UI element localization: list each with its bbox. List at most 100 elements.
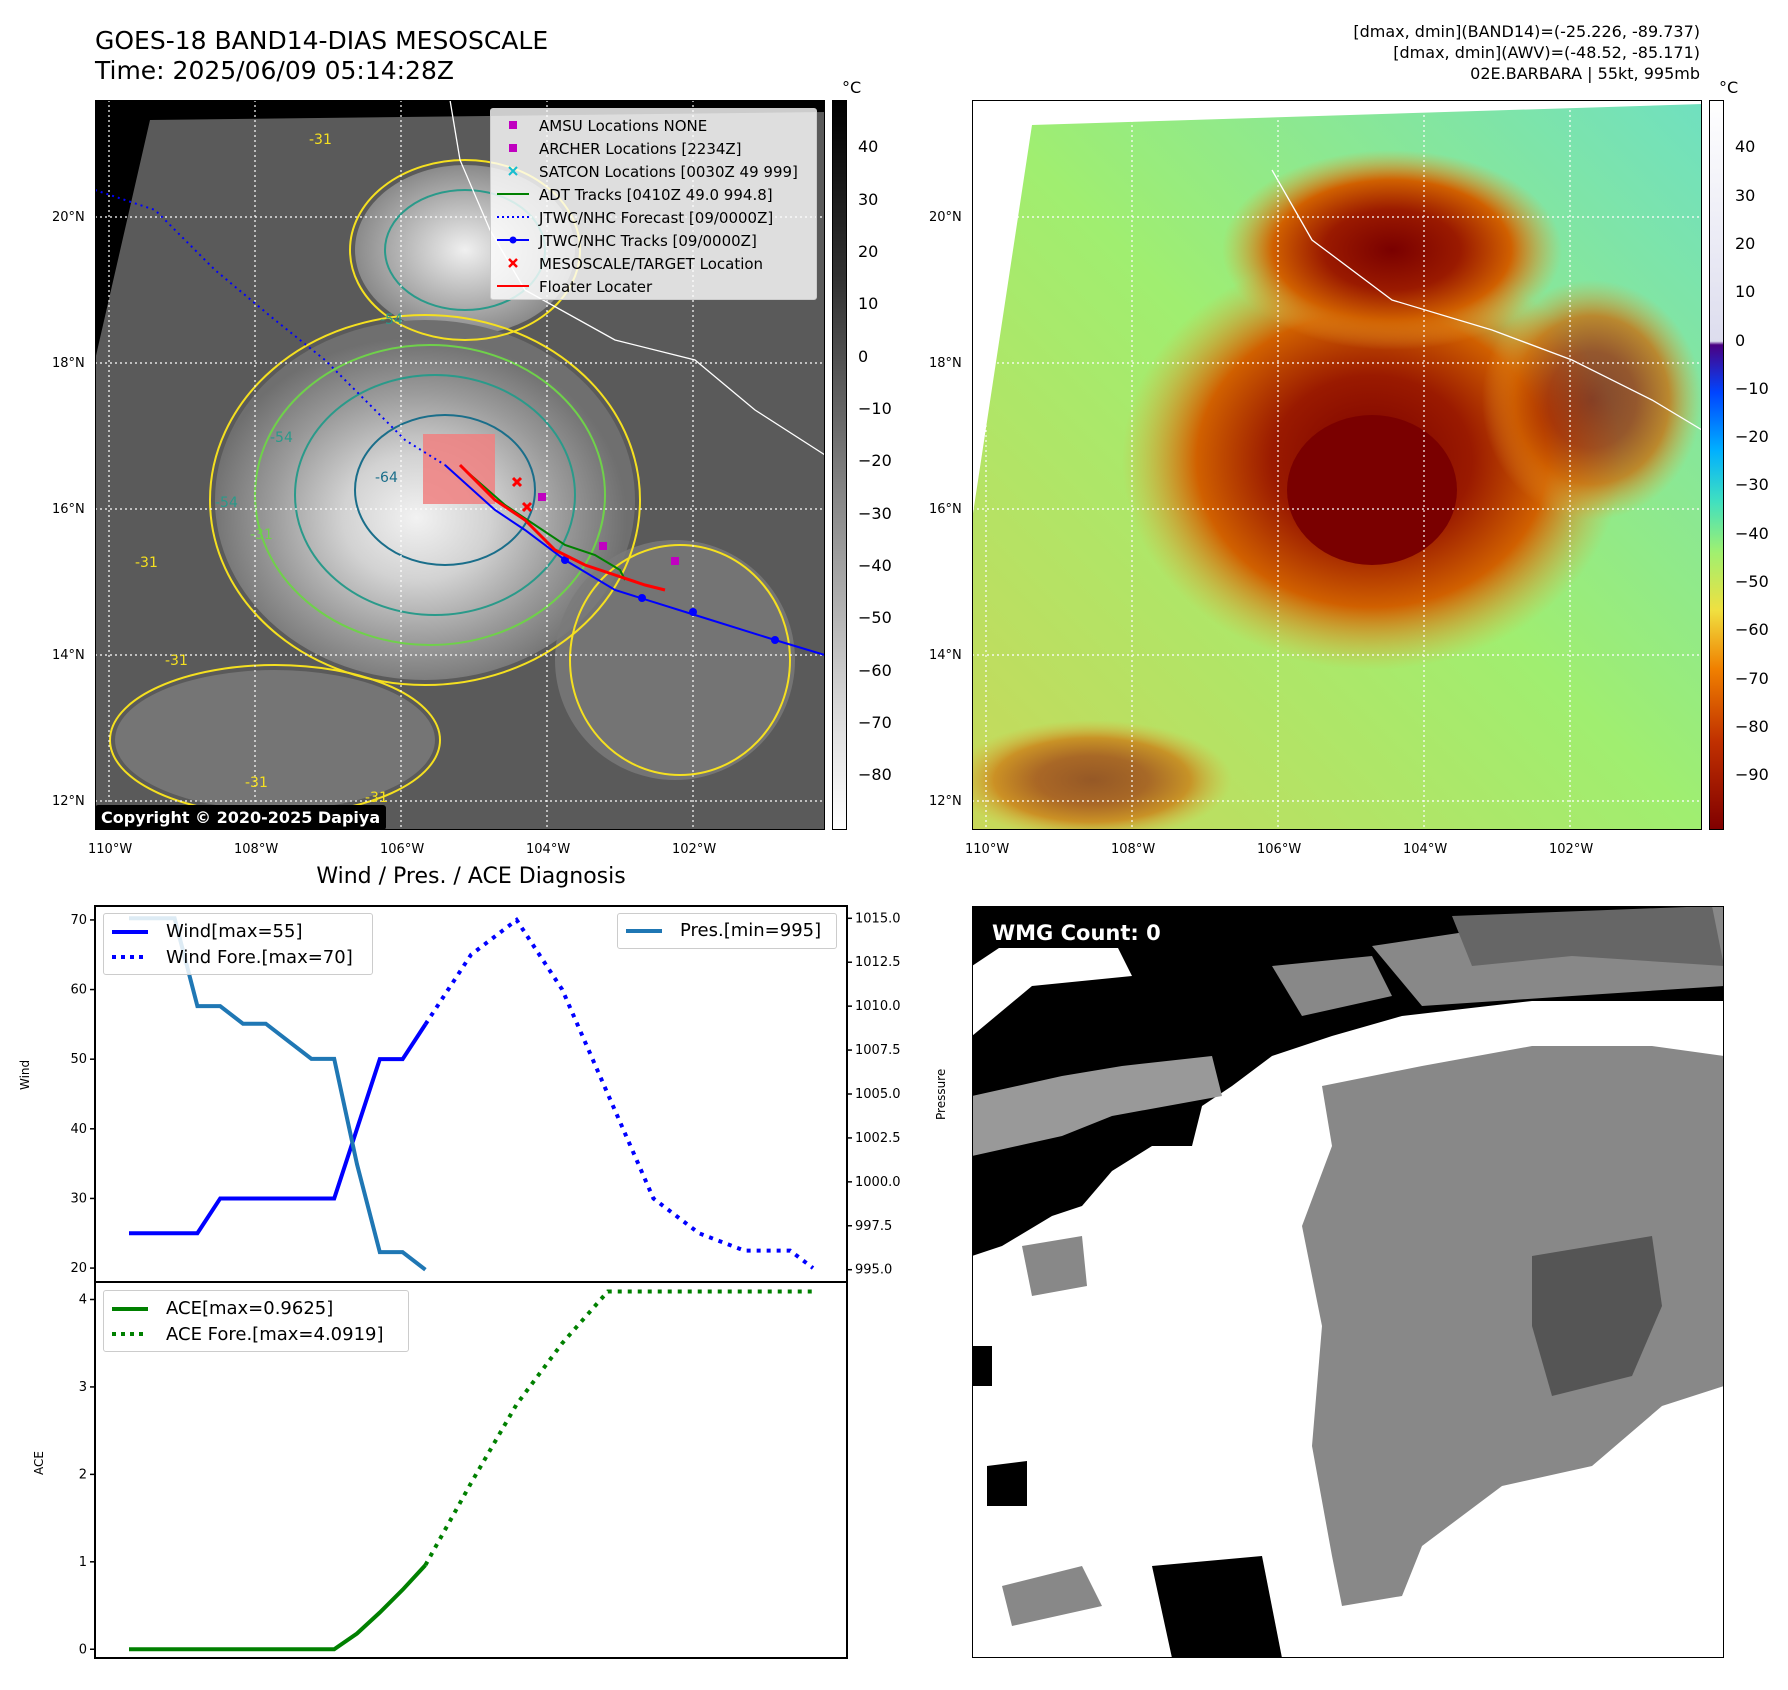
contour-label: -54 [380, 312, 403, 328]
y-tick-label: 1005.0 [855, 1087, 901, 1102]
ir-sw-cloud [115, 670, 435, 810]
legend-amsu: AMSU Locations NONE [539, 117, 708, 135]
contour-minus54 [294, 374, 576, 616]
awv-eye-region [1287, 415, 1457, 565]
pressure-legend: Pres.[min=995] [617, 913, 837, 949]
awv-gridlines [972, 100, 1702, 830]
info-band14: [dmax, dmin](BAND14)=(-25.226, -89.737) [1353, 22, 1700, 41]
lat-label: 14°N [929, 648, 962, 663]
wmg-panel: WMG Count: 0 [972, 906, 1724, 1658]
contour-label: -31 [365, 790, 388, 806]
legend-markers [497, 121, 529, 287]
lat-label: 20°N [52, 210, 85, 225]
colorbar-tick-label: −20 [1735, 427, 1769, 447]
colorbar-tick-label: 20 [1735, 234, 1756, 254]
wmg-gray-region [1302, 1046, 1724, 1606]
y-tick-label: 30 [70, 1191, 87, 1206]
contour-label: -54 [215, 495, 238, 511]
contour-south-31 [569, 544, 791, 776]
contour-label: -31 [165, 653, 188, 669]
lon-label: 104°W [526, 842, 571, 857]
colorbar-tick-label: −80 [1735, 716, 1769, 736]
y-tick-label: 1000.0 [855, 1175, 901, 1190]
lat-label: 18°N [929, 356, 962, 371]
lat-label: 16°N [52, 502, 85, 517]
archer-marker-2 [599, 542, 607, 550]
lat-label: 12°N [929, 794, 962, 809]
mesoscale-target-markers [511, 476, 533, 513]
diagnosis-title: Wind / Pres. / ACE Diagnosis [316, 864, 626, 889]
series-line [423, 917, 815, 1270]
colorbar-tick-label: 0 [1735, 330, 1746, 350]
lat-label: 14°N [52, 648, 85, 663]
legend-tracks: JTWC/NHC Tracks [09/0000Z] [539, 232, 757, 250]
wmg-dark-gray-band [1452, 906, 1724, 966]
legend-pres: Pres.[min=995] [680, 920, 822, 941]
colorbar-tick-label: 10 [1735, 282, 1756, 302]
pressure-axis-label: Pressure [934, 1068, 948, 1120]
colorbar-tick-label: 0 [858, 346, 869, 366]
ace-series [129, 1289, 813, 1652]
ace-ticks: 0 1 2 3 4 [79, 1292, 95, 1657]
colorbar-tick-label: 10 [858, 294, 879, 314]
y-tick-label: 40 [70, 1122, 87, 1137]
colorbar-tick-label: 40 [1735, 137, 1756, 157]
contour-label: -54 [270, 430, 293, 446]
y-tick-label: 1010.0 [855, 999, 901, 1014]
wmg-frame [972, 906, 1724, 1658]
archer-marker-3 [671, 557, 679, 565]
y-tick-label: 70 [70, 913, 87, 928]
archer-marker [538, 493, 546, 501]
colorbar-tick-label: 30 [858, 189, 879, 209]
lat-label: 16°N [929, 502, 962, 517]
colorbar-tick-label: −60 [858, 660, 892, 680]
ace-legend-swatches [112, 1307, 148, 1336]
colorbar-tick-label: −30 [1735, 475, 1769, 495]
colorbar-tick-label: −10 [858, 399, 892, 419]
mesoscale-target-box [423, 434, 495, 504]
contour-label: -31 [135, 555, 158, 571]
awv-sw-band [952, 720, 1232, 840]
y-tick-label: 2 [79, 1467, 87, 1482]
wmg-gray-dot [1002, 1566, 1102, 1626]
coastline [449, 99, 826, 456]
wmg-dark-region [1532, 1236, 1662, 1396]
legend-adt: ADT Tracks [0410Z 49.0 994.8] [539, 186, 773, 204]
legend-floater: Floater Locater [539, 278, 653, 296]
colorbar-tick-label: −40 [858, 555, 892, 575]
forecast-track [94, 189, 446, 466]
lon-label: 108°W [234, 842, 279, 857]
lat-label: 20°N [929, 210, 962, 225]
wmg-mask-svg [972, 906, 1724, 1658]
lon-label: 102°W [1549, 842, 1594, 857]
contour-label: -31 [250, 527, 273, 543]
y-tick-label: 60 [70, 983, 87, 998]
series-line [129, 1563, 427, 1652]
wmg-gray-strip [972, 1056, 1222, 1156]
contour-label: -64 [375, 470, 398, 486]
map-legend: AMSU Locations NONE ARCHER Locations [22… [490, 108, 817, 300]
y-tick-label: 0 [79, 1642, 87, 1657]
colorbar-tick-label: −10 [1735, 378, 1769, 398]
wmg-gray-patch [1272, 956, 1392, 1016]
awv-coastline [1271, 169, 1703, 431]
lon-label: 106°W [1257, 842, 1302, 857]
legend-satcon: SATCON Locations [0030Z 49 999] [539, 163, 798, 181]
wmg-black-dot-2 [972, 1346, 992, 1386]
lon-label: 108°W [1111, 842, 1156, 857]
y-tick-label: 1002.5 [855, 1131, 901, 1146]
ace-axis-label: ACE [32, 1451, 46, 1475]
y-tick-label: 50 [70, 1052, 87, 1067]
awv-map-frame [972, 100, 1702, 830]
legend-wind-fore: Wind Fore.[max=70] [166, 947, 353, 968]
lat-label: 12°N [52, 794, 85, 809]
wind-axis-label: Wind [18, 1059, 32, 1090]
awv-colorbar-ticks: 40 30 20 10 0 −10 −20 −30 −40 −50 −60 −70 −80 −90 [1735, 100, 1785, 830]
colorbar-tick-label: −70 [1735, 668, 1769, 688]
ace-axes-frame [94, 1281, 848, 1659]
wmg-black-spot [1152, 1556, 1282, 1658]
series-line [129, 1023, 428, 1236]
ir-map-panel: -31 -54 -64 -31 -31 -54 -31 -54 -31 -31 … [94, 99, 826, 830]
y-tick-label: 3 [79, 1380, 87, 1395]
lon-label: 110°W [88, 842, 133, 857]
